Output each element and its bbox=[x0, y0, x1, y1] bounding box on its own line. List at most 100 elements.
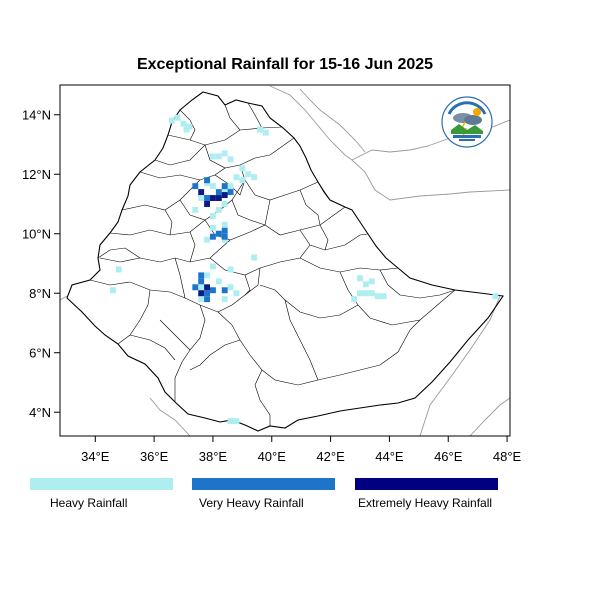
x-tick-label: 48°E bbox=[493, 449, 522, 464]
rain-cell-very-heavy bbox=[204, 296, 210, 303]
rain-cell-heavy bbox=[227, 284, 234, 291]
rain-cell-heavy bbox=[210, 263, 216, 270]
rain-cell-heavy bbox=[357, 275, 363, 282]
rain-cell-heavy bbox=[257, 126, 263, 133]
rain-cell-very-heavy bbox=[198, 272, 205, 279]
rain-cell-heavy bbox=[374, 293, 381, 300]
rain-cell-very-heavy bbox=[221, 233, 228, 240]
rain-cell-heavy bbox=[239, 177, 246, 184]
rain-cell-heavy bbox=[221, 221, 228, 228]
rain-cell-heavy bbox=[192, 206, 199, 213]
y-tick-label: 8°N bbox=[29, 286, 51, 301]
x-tick-label: 38°E bbox=[199, 449, 228, 464]
rain-cell-very-heavy bbox=[198, 278, 205, 285]
rain-cell-heavy bbox=[245, 171, 252, 178]
rain-cell-heavy bbox=[368, 290, 375, 297]
y-tick-label: 12°N bbox=[22, 167, 51, 182]
axis-ticks: 34°E 36°E 38°E 40°E 42°E 44°E 46°E 48°E 4°N 6°N 8°… bbox=[22, 108, 522, 464]
rain-cell-extreme bbox=[198, 189, 205, 196]
rain-cell-heavy bbox=[233, 174, 240, 181]
rain-cell-extreme bbox=[215, 195, 222, 202]
rain-cell-heavy bbox=[198, 284, 205, 291]
x-tick-label: 44°E bbox=[375, 449, 404, 464]
rain-cell-heavy bbox=[204, 272, 210, 279]
rain-cell-very-heavy bbox=[192, 183, 199, 190]
map-title: Exceptional Rainfall for 15-16 Jun 2025 bbox=[136, 56, 434, 73]
x-tick-label: 42°E bbox=[316, 449, 345, 464]
rain-cell-heavy bbox=[210, 212, 216, 219]
zone-boundaries bbox=[89, 102, 456, 426]
rain-cell-heavy bbox=[227, 156, 234, 163]
rain-cell-heavy bbox=[174, 114, 181, 121]
neighbor-borders bbox=[60, 85, 510, 436]
rain-cell-heavy bbox=[227, 266, 234, 273]
rain-cell-very-heavy bbox=[215, 230, 222, 237]
rain-cell-heavy bbox=[380, 293, 387, 300]
rain-cell-heavy bbox=[221, 201, 228, 207]
rain-cell-heavy bbox=[183, 126, 190, 133]
rain-cell-extreme bbox=[204, 201, 210, 207]
legend-swatch-extreme bbox=[355, 478, 498, 490]
x-tick-label: 34°E bbox=[81, 449, 110, 464]
y-tick-label: 4°N bbox=[29, 405, 51, 420]
rain-cell-heavy bbox=[210, 153, 216, 160]
x-tick-label: 46°E bbox=[434, 449, 463, 464]
rainfall-layer bbox=[110, 114, 499, 425]
rain-cell-heavy bbox=[168, 117, 175, 124]
rain-cell-heavy bbox=[215, 153, 222, 160]
rain-cell-extreme bbox=[221, 192, 228, 199]
rain-cell-very-heavy bbox=[221, 227, 228, 234]
legend-label-very-heavy: Very Heavy Rainfall bbox=[199, 496, 304, 510]
rain-cell-extreme bbox=[198, 290, 205, 297]
rain-cell-very-heavy bbox=[210, 233, 216, 240]
x-tick-label: 36°E bbox=[140, 449, 169, 464]
rain-cell-heavy bbox=[210, 183, 216, 190]
rain-cell-heavy bbox=[227, 183, 234, 190]
rain-cell-very-heavy bbox=[204, 290, 210, 297]
rain-cell-heavy bbox=[198, 195, 205, 202]
rain-cell-heavy bbox=[215, 278, 222, 285]
rain-cell-heavy bbox=[233, 418, 240, 425]
rain-cell-very-heavy bbox=[221, 287, 228, 294]
rain-cell-heavy bbox=[215, 206, 222, 213]
rain-cell-extreme bbox=[210, 195, 216, 202]
rain-cell-very-heavy bbox=[210, 287, 216, 294]
rain-cell-very-heavy bbox=[221, 183, 228, 190]
rain-cell-heavy bbox=[357, 290, 363, 297]
rain-cell-heavy bbox=[368, 278, 375, 285]
rain-cell-heavy bbox=[180, 120, 187, 127]
rain-cell-heavy bbox=[198, 296, 205, 303]
rain-cell-heavy bbox=[362, 281, 369, 288]
rain-cell-heavy bbox=[492, 293, 499, 300]
y-tick-label: 6°N bbox=[29, 346, 51, 361]
rain-cell-heavy bbox=[110, 287, 116, 294]
rain-cell-heavy bbox=[221, 150, 228, 157]
rain-cell-very-heavy bbox=[227, 189, 234, 196]
y-tick-label: 10°N bbox=[22, 227, 51, 242]
rain-cell-heavy bbox=[210, 224, 216, 231]
map-frame bbox=[59, 84, 511, 437]
rain-cell-heavy bbox=[239, 165, 246, 172]
x-tick-label: 40°E bbox=[258, 449, 287, 464]
rain-cell-very-heavy bbox=[215, 189, 222, 196]
rain-cell-extreme bbox=[204, 284, 210, 291]
legend-swatch-very-heavy bbox=[192, 478, 335, 490]
rain-cell-heavy bbox=[351, 296, 358, 303]
rain-cell-very-heavy bbox=[204, 177, 210, 184]
rain-cell-heavy bbox=[115, 266, 122, 273]
rain-cell-heavy bbox=[233, 290, 240, 297]
y-tick-label: 14°N bbox=[22, 108, 51, 123]
legend-swatch-heavy bbox=[30, 478, 173, 490]
legend-label-extreme: Extremely Heavy Rainfall bbox=[358, 496, 493, 510]
rain-cell-heavy bbox=[221, 296, 228, 303]
rain-cell-heavy bbox=[362, 290, 369, 297]
rain-cell-heavy bbox=[227, 418, 234, 425]
rain-cell-heavy bbox=[251, 174, 258, 181]
legend-label-heavy: Heavy Rainfall bbox=[50, 496, 128, 510]
rain-cell-heavy bbox=[204, 236, 210, 243]
rain-cell-very-heavy bbox=[192, 284, 199, 291]
agency-logo-icon bbox=[441, 96, 493, 148]
rain-cell-heavy bbox=[262, 129, 269, 136]
rain-cell-heavy bbox=[251, 254, 258, 261]
